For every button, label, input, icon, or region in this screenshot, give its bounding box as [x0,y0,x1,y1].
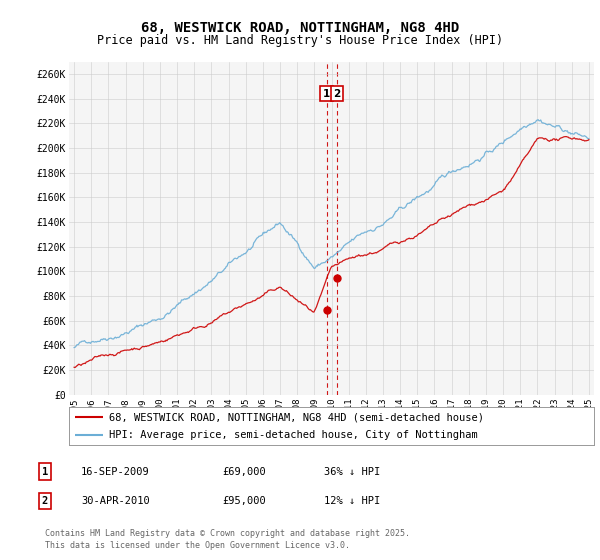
Text: Price paid vs. HM Land Registry's House Price Index (HPI): Price paid vs. HM Land Registry's House … [97,34,503,46]
Text: 36% ↓ HPI: 36% ↓ HPI [324,466,380,477]
Text: £95,000: £95,000 [222,496,266,506]
Text: 30-APR-2010: 30-APR-2010 [81,496,150,506]
Text: 68, WESTWICK ROAD, NOTTINGHAM, NG8 4HD (semi-detached house): 68, WESTWICK ROAD, NOTTINGHAM, NG8 4HD (… [109,412,484,422]
Text: Contains HM Land Registry data © Crown copyright and database right 2025.
This d: Contains HM Land Registry data © Crown c… [45,529,410,550]
Text: 2: 2 [334,88,341,99]
Text: 12% ↓ HPI: 12% ↓ HPI [324,496,380,506]
Text: 68, WESTWICK ROAD, NOTTINGHAM, NG8 4HD: 68, WESTWICK ROAD, NOTTINGHAM, NG8 4HD [141,21,459,35]
Text: £69,000: £69,000 [222,466,266,477]
Text: 1: 1 [42,466,48,477]
Text: 2: 2 [42,496,48,506]
Text: HPI: Average price, semi-detached house, City of Nottingham: HPI: Average price, semi-detached house,… [109,430,478,440]
Text: 1: 1 [323,88,330,99]
Text: 16-SEP-2009: 16-SEP-2009 [81,466,150,477]
